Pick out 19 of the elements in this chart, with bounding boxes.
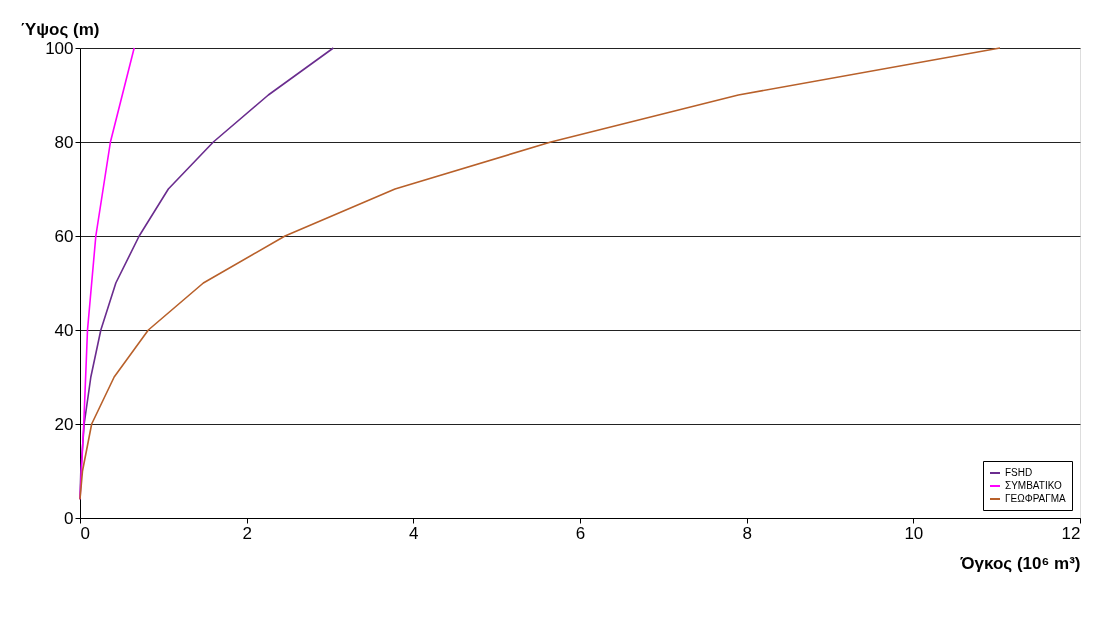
legend-label: ΣΥΜΒΑΤΙΚΟ [1005, 480, 1063, 491]
x-tick-label: 12 [1061, 523, 1081, 543]
line-series [79, 47, 1001, 500]
x-tick-label: 8 [742, 523, 752, 543]
y-axis-title: Ύψος (m) [20, 19, 100, 39]
legend-label: FSHD [1005, 467, 1033, 478]
x-tick-label: 10 [904, 523, 924, 543]
x-axis-title: Όγκος (10⁶ m³) [959, 553, 1081, 573]
y-tick-label: 0 [64, 508, 74, 528]
x-tick-label: 0 [80, 523, 90, 543]
y-tick-label: 100 [45, 38, 74, 58]
y-tick-label: 60 [54, 226, 74, 246]
y-tick-label: 80 [54, 132, 74, 152]
legend-label: ΓΕΩΦΡΑΓΜΑ [1005, 493, 1067, 504]
x-tick-label: 6 [575, 523, 586, 543]
y-tick-label: 40 [54, 320, 74, 340]
x-tick-label: 2 [242, 523, 252, 543]
x-tick-label: 4 [409, 523, 419, 543]
y-tick-label: 20 [54, 414, 74, 434]
